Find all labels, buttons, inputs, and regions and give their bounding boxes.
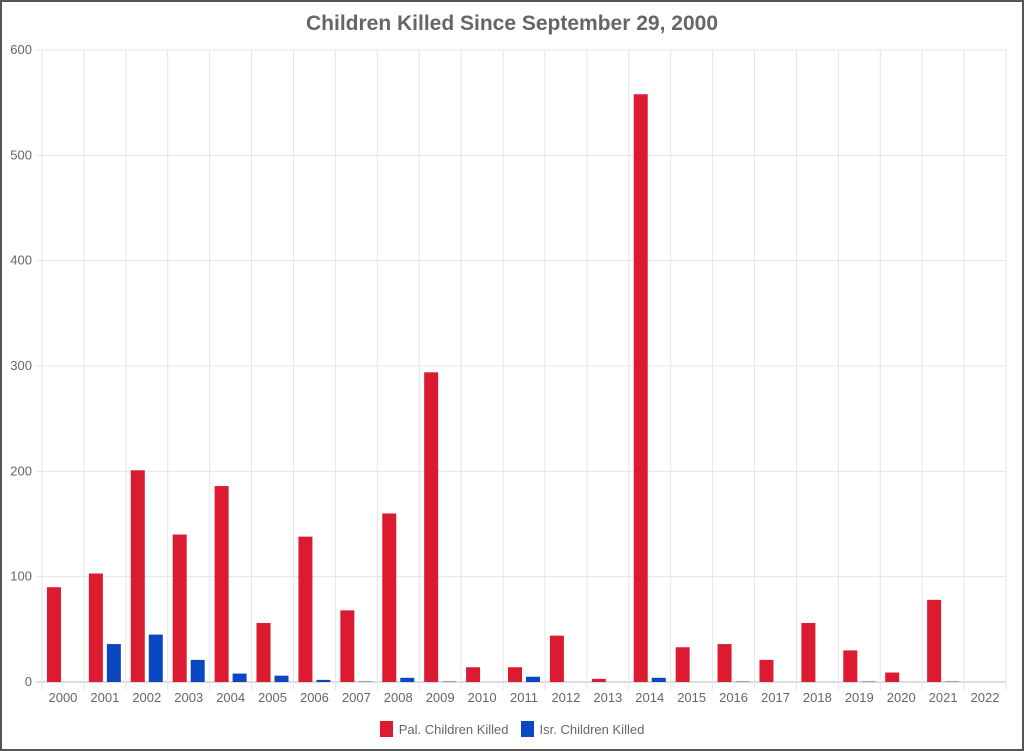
- chart-title: Children Killed Since September 29, 2000: [306, 12, 718, 35]
- x-tick-label: 2015: [677, 690, 706, 705]
- bar-pal-2008: [382, 513, 397, 682]
- x-tick-label: 2002: [132, 690, 161, 705]
- x-tick-label: 2018: [803, 690, 832, 705]
- legend-label-isr: Isr. Children Killed: [539, 721, 645, 737]
- bar-isr-2002: [148, 634, 163, 682]
- bar-pal-2017: [759, 659, 774, 682]
- x-tick-label: 2016: [719, 690, 748, 705]
- x-tick-label: 2014: [635, 690, 664, 705]
- x-tick-label: 2019: [845, 690, 874, 705]
- x-tick-label: 2021: [929, 690, 958, 705]
- y-tick-label: 400: [10, 253, 32, 268]
- bar-pal-2007: [340, 610, 355, 682]
- y-tick-label: 600: [10, 42, 32, 57]
- bar-isr-2005: [274, 675, 289, 682]
- y-tick-label: 200: [10, 463, 32, 478]
- bar-pal-2004: [214, 486, 229, 682]
- x-tick-label: 2009: [426, 690, 455, 705]
- x-tick-label: 2001: [90, 690, 119, 705]
- x-tick-label: 2000: [48, 690, 77, 705]
- x-tick-label: 2013: [593, 690, 622, 705]
- x-tick-label: 2003: [174, 690, 203, 705]
- bar-pal-2002: [130, 470, 145, 682]
- x-tick-label: 2017: [761, 690, 790, 705]
- bar-isr-2003: [190, 659, 205, 682]
- bar-isr-2009: [442, 680, 457, 682]
- bar-isr-2021: [945, 680, 960, 682]
- bar-isr-2014: [651, 677, 666, 682]
- x-tick-label: 2011: [510, 690, 538, 705]
- bar-pal-2018: [801, 623, 816, 682]
- y-tick-label: 500: [10, 147, 32, 162]
- legend: Pal. Children Killed Isr. Children Kille…: [0, 721, 1024, 737]
- bar-pal-2014: [633, 94, 648, 683]
- bar-pal-2021: [927, 599, 942, 682]
- x-tick-label: 2022: [971, 690, 1000, 705]
- bar-isr-2004: [232, 673, 247, 682]
- legend-item-pal[interactable]: Pal. Children Killed: [379, 721, 509, 737]
- bar-isr-2016: [735, 680, 750, 682]
- bar-pal-2016: [717, 644, 732, 682]
- legend-item-isr[interactable]: Isr. Children Killed: [520, 721, 645, 737]
- y-tick-label: 100: [10, 569, 32, 584]
- bar-pal-2012: [549, 635, 564, 682]
- bar-isr-2006: [316, 679, 331, 682]
- bar-pal-2019: [843, 650, 858, 682]
- legend-label-pal: Pal. Children Killed: [398, 721, 509, 737]
- legend-swatch-pal: [379, 721, 393, 737]
- bar-isr-2001: [106, 644, 121, 682]
- x-tick-label: 2020: [887, 690, 916, 705]
- bar-pal-2005: [256, 623, 271, 682]
- x-tick-label: 2012: [551, 690, 580, 705]
- bar-pal-2003: [172, 534, 187, 682]
- y-tick-label: 0: [25, 674, 32, 689]
- bar-isr-2007: [358, 680, 373, 682]
- x-tick-label: 2007: [342, 690, 371, 705]
- bar-pal-2015: [675, 647, 690, 682]
- bar-isr-2008: [400, 677, 415, 682]
- bar-pal-2001: [88, 573, 103, 682]
- x-tick-label: 2004: [216, 690, 245, 705]
- x-tick-label: 2005: [258, 690, 287, 705]
- bar-pal-2010: [466, 667, 481, 682]
- bar-isr-2011: [526, 676, 540, 682]
- bar-pal-2009: [424, 372, 439, 682]
- bar-pal-2013: [591, 678, 606, 682]
- x-tick-label: 2010: [468, 690, 497, 705]
- bar-pal-2000: [46, 587, 61, 682]
- bar-isr-2019: [861, 680, 876, 682]
- y-tick-label: 300: [10, 358, 32, 373]
- bar-pal-2011: [508, 667, 522, 682]
- bar-pal-2020: [885, 672, 900, 682]
- x-tick-label: 2008: [384, 690, 413, 705]
- legend-swatch-isr: [520, 721, 534, 737]
- x-tick-label: 2006: [300, 690, 329, 705]
- bar-pal-2006: [298, 536, 313, 682]
